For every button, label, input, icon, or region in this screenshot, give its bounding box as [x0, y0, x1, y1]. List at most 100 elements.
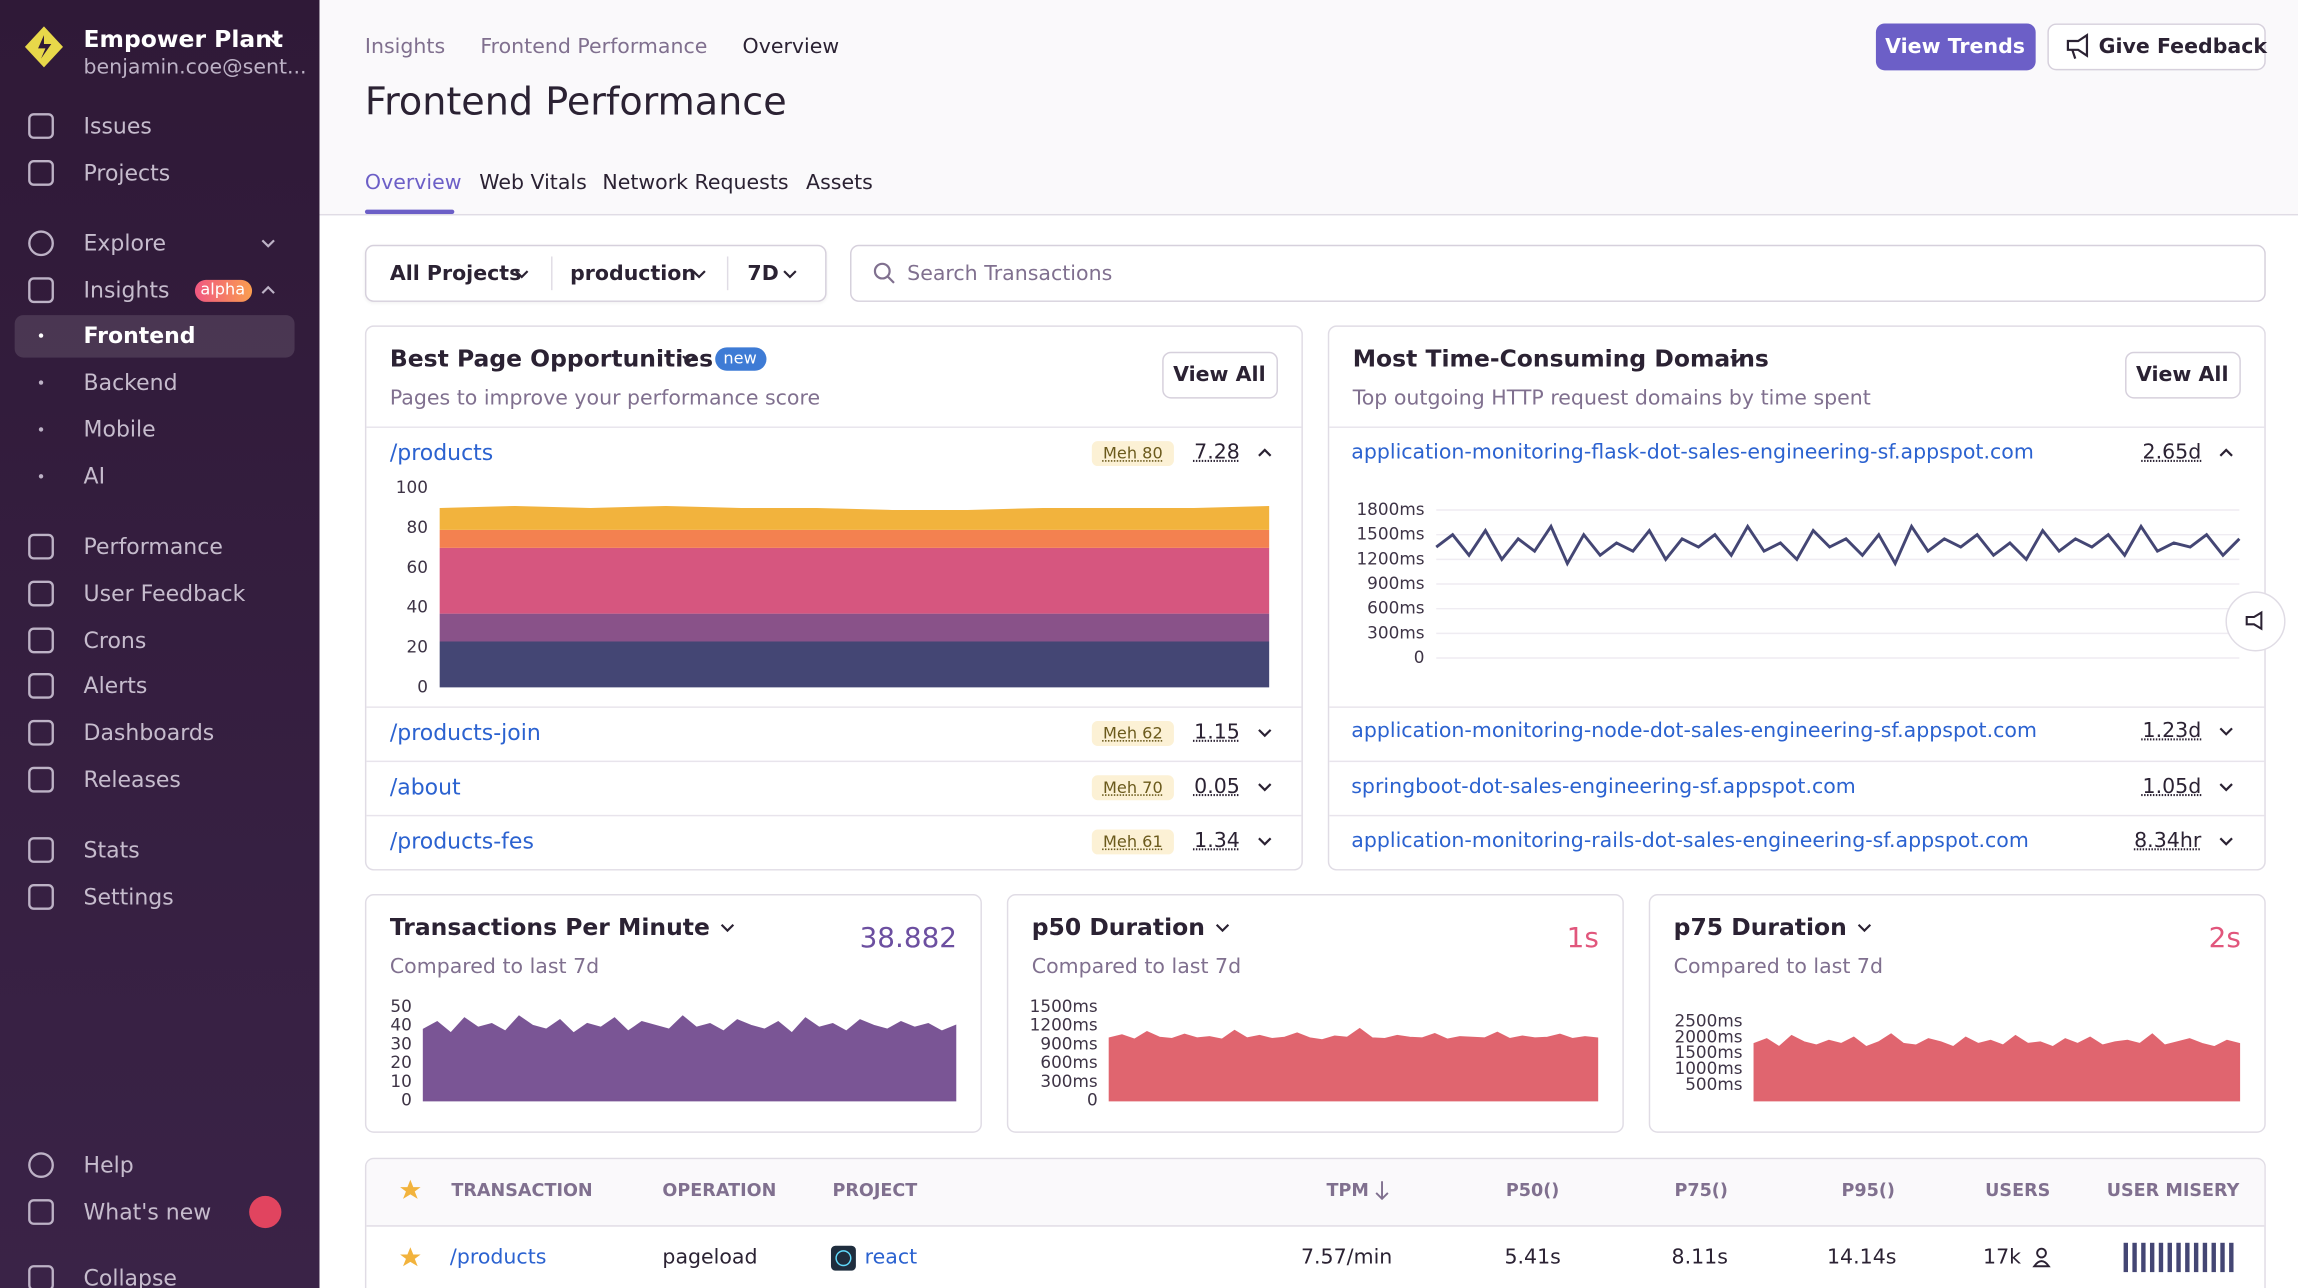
- column-header[interactable]: OPERATION: [662, 1179, 777, 1201]
- score-label: Meh 62: [1103, 723, 1163, 744]
- user-email: benjamin.coe@sent...: [83, 55, 307, 80]
- nav-item[interactable]: What's new: [83, 1198, 212, 1226]
- divider: [1329, 814, 2265, 817]
- opportunity-score: 7.28: [1194, 441, 1240, 465]
- domain-link[interactable]: application-monitoring-rails-dot-sales-e…: [1351, 829, 2029, 853]
- primary-button[interactable]: [1875, 23, 2036, 71]
- table-header: [366, 1159, 2265, 1227]
- nav-item[interactable]: Issues: [83, 112, 152, 140]
- divider: [1329, 760, 2265, 763]
- time-spent: 8.34hr: [2134, 829, 2202, 853]
- tab[interactable]: Network Requests: [602, 171, 789, 195]
- p75: 8.11s: [1671, 1245, 1728, 1270]
- button-label: View Trends: [1885, 35, 2025, 59]
- nav-item[interactable]: Settings: [83, 883, 174, 911]
- nav-item[interactable]: Help: [83, 1151, 134, 1179]
- divider: [366, 426, 1302, 428]
- score-badge: [1091, 775, 1174, 801]
- nav-item[interactable]: Backend: [83, 369, 178, 396]
- breadcrumb[interactable]: Frontend Performance: [480, 35, 708, 59]
- users: 17k: [1983, 1245, 2022, 1270]
- domain-link[interactable]: application-monitoring-flask-dot-sales-e…: [1351, 441, 2034, 465]
- domain-link[interactable]: springboot-dot-sales-engineering-sf.apps…: [1351, 775, 1856, 799]
- filter-bar: [364, 244, 827, 302]
- column-header[interactable]: TRANSACTION: [451, 1179, 593, 1201]
- badge-text: new: [723, 348, 757, 368]
- button-label: View All: [2135, 363, 2229, 387]
- new-badge: [715, 347, 767, 371]
- nav-item[interactable]: Insights: [83, 276, 170, 304]
- card-subtitle: Compared to last 7d: [1031, 955, 1242, 979]
- nav-item[interactable]: Projects: [83, 159, 171, 187]
- time-spent: 1.23d: [2142, 719, 2202, 744]
- card-subtitle: Compared to last 7d: [1673, 955, 1884, 979]
- project-filter[interactable]: All Projects: [389, 262, 522, 286]
- tab[interactable]: Web Vitals: [479, 171, 587, 195]
- score-badge: [1091, 721, 1174, 746]
- card-value: 38.882: [859, 921, 958, 955]
- opportunity-score: 1.15: [1194, 721, 1240, 745]
- nav-item[interactable]: Collapse: [83, 1264, 177, 1288]
- page-link[interactable]: /products-join: [389, 719, 541, 746]
- column-header[interactable]: USER MISERY: [2106, 1179, 2240, 1201]
- nav-item[interactable]: Performance: [83, 533, 223, 560]
- table: [364, 1157, 2266, 1288]
- panel-subtitle: Top outgoing HTTP request domains by tim…: [1352, 386, 1871, 411]
- column-header[interactable]: P75(): [1674, 1179, 1728, 1201]
- column-header[interactable]: PROJECT: [832, 1179, 918, 1201]
- breadcrumb[interactable]: Insights: [364, 35, 446, 59]
- project-link[interactable]: react: [864, 1245, 918, 1270]
- nav-item[interactable]: Frontend: [83, 322, 196, 349]
- card-value: 1s: [1566, 921, 1599, 955]
- nav-item[interactable]: AI: [83, 463, 106, 490]
- column-header[interactable]: USERS: [1985, 1179, 2051, 1201]
- tab[interactable]: Overview: [364, 171, 462, 195]
- view-all-button[interactable]: [2125, 351, 2241, 399]
- panel-title: Most Time-Consuming Domains: [1352, 344, 1769, 373]
- transaction-link[interactable]: /products: [449, 1245, 547, 1270]
- opportunity-score: 1.34: [1194, 829, 1240, 853]
- page-link[interactable]: /about: [389, 773, 461, 801]
- page-link[interactable]: /products: [389, 439, 494, 467]
- breadcrumb: Overview: [742, 35, 840, 59]
- nav-item[interactable]: Explore: [83, 230, 167, 257]
- nav-item[interactable]: User Feedback: [83, 580, 246, 607]
- card-title: Transactions Per Minute: [389, 913, 710, 941]
- score-label: Meh 61: [1103, 832, 1163, 852]
- panel-subtitle: Pages to improve your performance score: [389, 386, 821, 411]
- opportunity-score: 0.05: [1194, 775, 1240, 799]
- page-title: Frontend Performance: [364, 80, 787, 125]
- search[interactable]: [850, 244, 2266, 302]
- tab-underline: [364, 209, 455, 214]
- sidebar: [0, 0, 320, 1288]
- period-filter[interactable]: 7D: [747, 262, 779, 286]
- column-header[interactable]: TPM: [1326, 1179, 1369, 1201]
- nav-item[interactable]: Dashboards: [83, 719, 215, 746]
- tab[interactable]: Assets: [806, 171, 873, 195]
- env-filter[interactable]: production: [570, 262, 697, 286]
- card-subtitle: Compared to last 7d: [389, 955, 600, 979]
- column-header[interactable]: P95(): [1841, 1179, 1895, 1201]
- nav-item[interactable]: Stats: [83, 836, 140, 864]
- org-name[interactable]: Empower Plant: [83, 24, 284, 53]
- view-all-button[interactable]: [1162, 351, 1278, 399]
- nav-item[interactable]: Crons: [83, 627, 147, 654]
- divider: [1329, 426, 2265, 428]
- column-header[interactable]: P50(): [1505, 1179, 1560, 1201]
- score-label: Meh 70: [1103, 778, 1163, 798]
- feedback-button[interactable]: [2047, 23, 2266, 71]
- button-label: View All: [1173, 363, 1266, 387]
- page-link[interactable]: /products-fes: [389, 828, 534, 855]
- nav-item[interactable]: Releases: [83, 766, 181, 793]
- operation: pageload: [662, 1245, 758, 1270]
- nav-item[interactable]: Mobile: [83, 416, 156, 443]
- divider: [551, 256, 553, 291]
- divider: [1329, 706, 2265, 708]
- domain-link[interactable]: application-monitoring-node-dot-sales-en…: [1351, 719, 2037, 744]
- nav-item[interactable]: Alerts: [83, 672, 148, 700]
- panel-title: Best Page Opportunities: [389, 344, 714, 373]
- search-placeholder: Search Transactions: [907, 262, 1113, 286]
- divider: [366, 814, 1302, 817]
- card-title: p75 Duration: [1673, 913, 1847, 941]
